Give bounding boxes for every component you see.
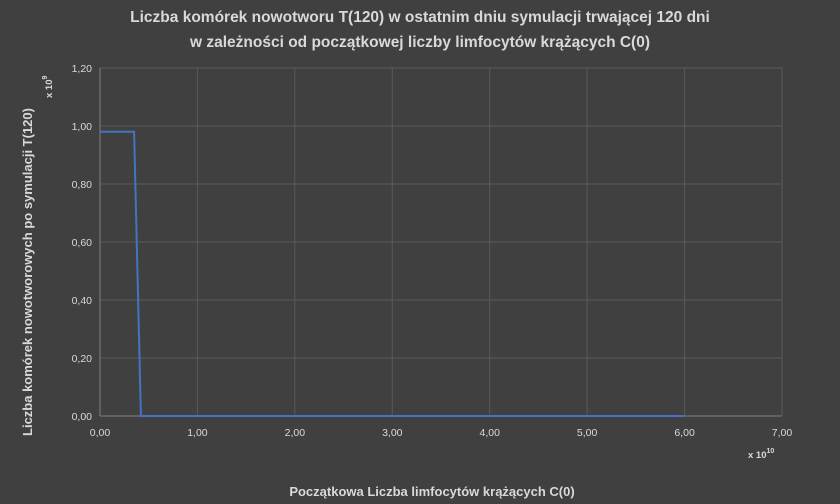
x-tick-label: 3,00 bbox=[382, 427, 403, 439]
y-tick-label: 0,40 bbox=[72, 295, 93, 307]
x-axis-multiplier: x 1010 bbox=[748, 448, 774, 461]
x-tick-label: 6,00 bbox=[674, 427, 695, 439]
tick-labels: 0,00 0,20 0,40 0,60 0,80 1,00 1,20 0,00 1,00 2,00… bbox=[72, 63, 793, 439]
y-tick-label: 0,00 bbox=[72, 411, 93, 423]
x-tick-label: 7,00 bbox=[772, 427, 793, 439]
y-tick-label: 0,20 bbox=[72, 353, 93, 365]
chart-title: Liczba komórek nowotworu T(120) w ostatn… bbox=[130, 9, 710, 51]
x-axis-title: Początkowa Liczba limfocytów krążących C… bbox=[289, 484, 574, 499]
x-tick-label: 2,00 bbox=[285, 427, 306, 439]
x-axis-multiplier-base: x 10 bbox=[748, 450, 767, 461]
y-tick-label: 1,00 bbox=[72, 121, 93, 133]
x-tick-label: 0,00 bbox=[90, 427, 111, 439]
y-axis-multiplier: x 109 bbox=[42, 76, 55, 99]
series-line bbox=[100, 130, 685, 417]
chart-title-line-1: Liczba komórek nowotworu T(120) w ostatn… bbox=[130, 9, 710, 26]
x-tick-label: 4,00 bbox=[479, 427, 500, 439]
grid-lines bbox=[100, 67, 783, 416]
x-tick-label: 5,00 bbox=[577, 427, 598, 439]
x-tick-label: 1,00 bbox=[187, 427, 208, 439]
x-axis-multiplier-exp: 10 bbox=[767, 448, 775, 455]
y-tick-label: 1,20 bbox=[72, 63, 93, 75]
y-axis-multiplier-exp: 9 bbox=[42, 76, 49, 80]
y-axis-title: Liczba komórek nowotworowych po symulacj… bbox=[20, 108, 35, 436]
y-axis-multiplier-base: x 10 bbox=[44, 80, 55, 99]
y-tick-label: 0,80 bbox=[72, 179, 93, 191]
series-group bbox=[100, 130, 685, 417]
y-tick-label: 0,60 bbox=[72, 237, 93, 249]
chart-title-line-2: w zależności od początkowej liczby limfo… bbox=[189, 34, 650, 51]
